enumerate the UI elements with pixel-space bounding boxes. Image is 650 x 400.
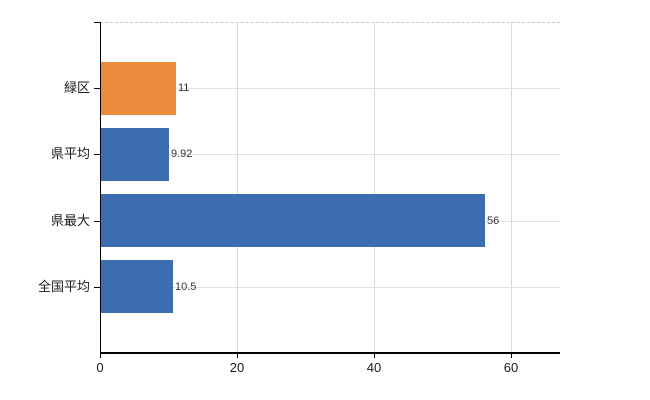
y-axis-tick-0 [94,88,100,89]
x-axis-line [100,352,560,354]
y-axis-tick-2 [94,221,100,222]
v-gridline-60 [511,22,513,353]
bar-3 [101,260,173,313]
x-axis-tick-40 [374,353,375,358]
y-axis-label-2: 県最大 [50,213,90,228]
y-axis-label-0: 緑区 [63,80,90,95]
x-axis-tick-label: 20 [229,360,245,375]
y-axis-tick-top [94,22,100,23]
bar-value-label-3: 10.5 [175,281,197,293]
y-axis-tick-1 [94,154,100,155]
y-axis-line [100,22,101,353]
bar-value-label-2: 56 [487,215,500,227]
x-axis-tick-label: 40 [366,360,382,375]
x-axis-tick-20 [237,353,238,358]
y-axis-label-1: 県平均 [50,146,90,161]
plot-top-border [100,22,560,23]
bar-value-label-1: 9.92 [171,148,193,160]
x-axis-tick-label: 60 [503,360,519,375]
v-gridline-40 [374,22,375,353]
h-gridline-3 [100,287,560,288]
bar-0 [101,62,176,115]
bar-2 [101,194,485,247]
x-axis-tick-0 [100,353,101,358]
y-axis-tick-3 [94,287,100,288]
h-gridline-0 [100,88,560,89]
v-gridline-20 [237,22,238,353]
h-gridline-1 [100,154,560,155]
x-axis-tick-label: 0 [96,360,104,375]
bar-1 [101,128,169,181]
y-axis-label-3: 全国平均 [37,279,90,294]
bar-value-label-0: 11 [178,82,190,94]
x-axis-tick-60 [511,353,513,358]
